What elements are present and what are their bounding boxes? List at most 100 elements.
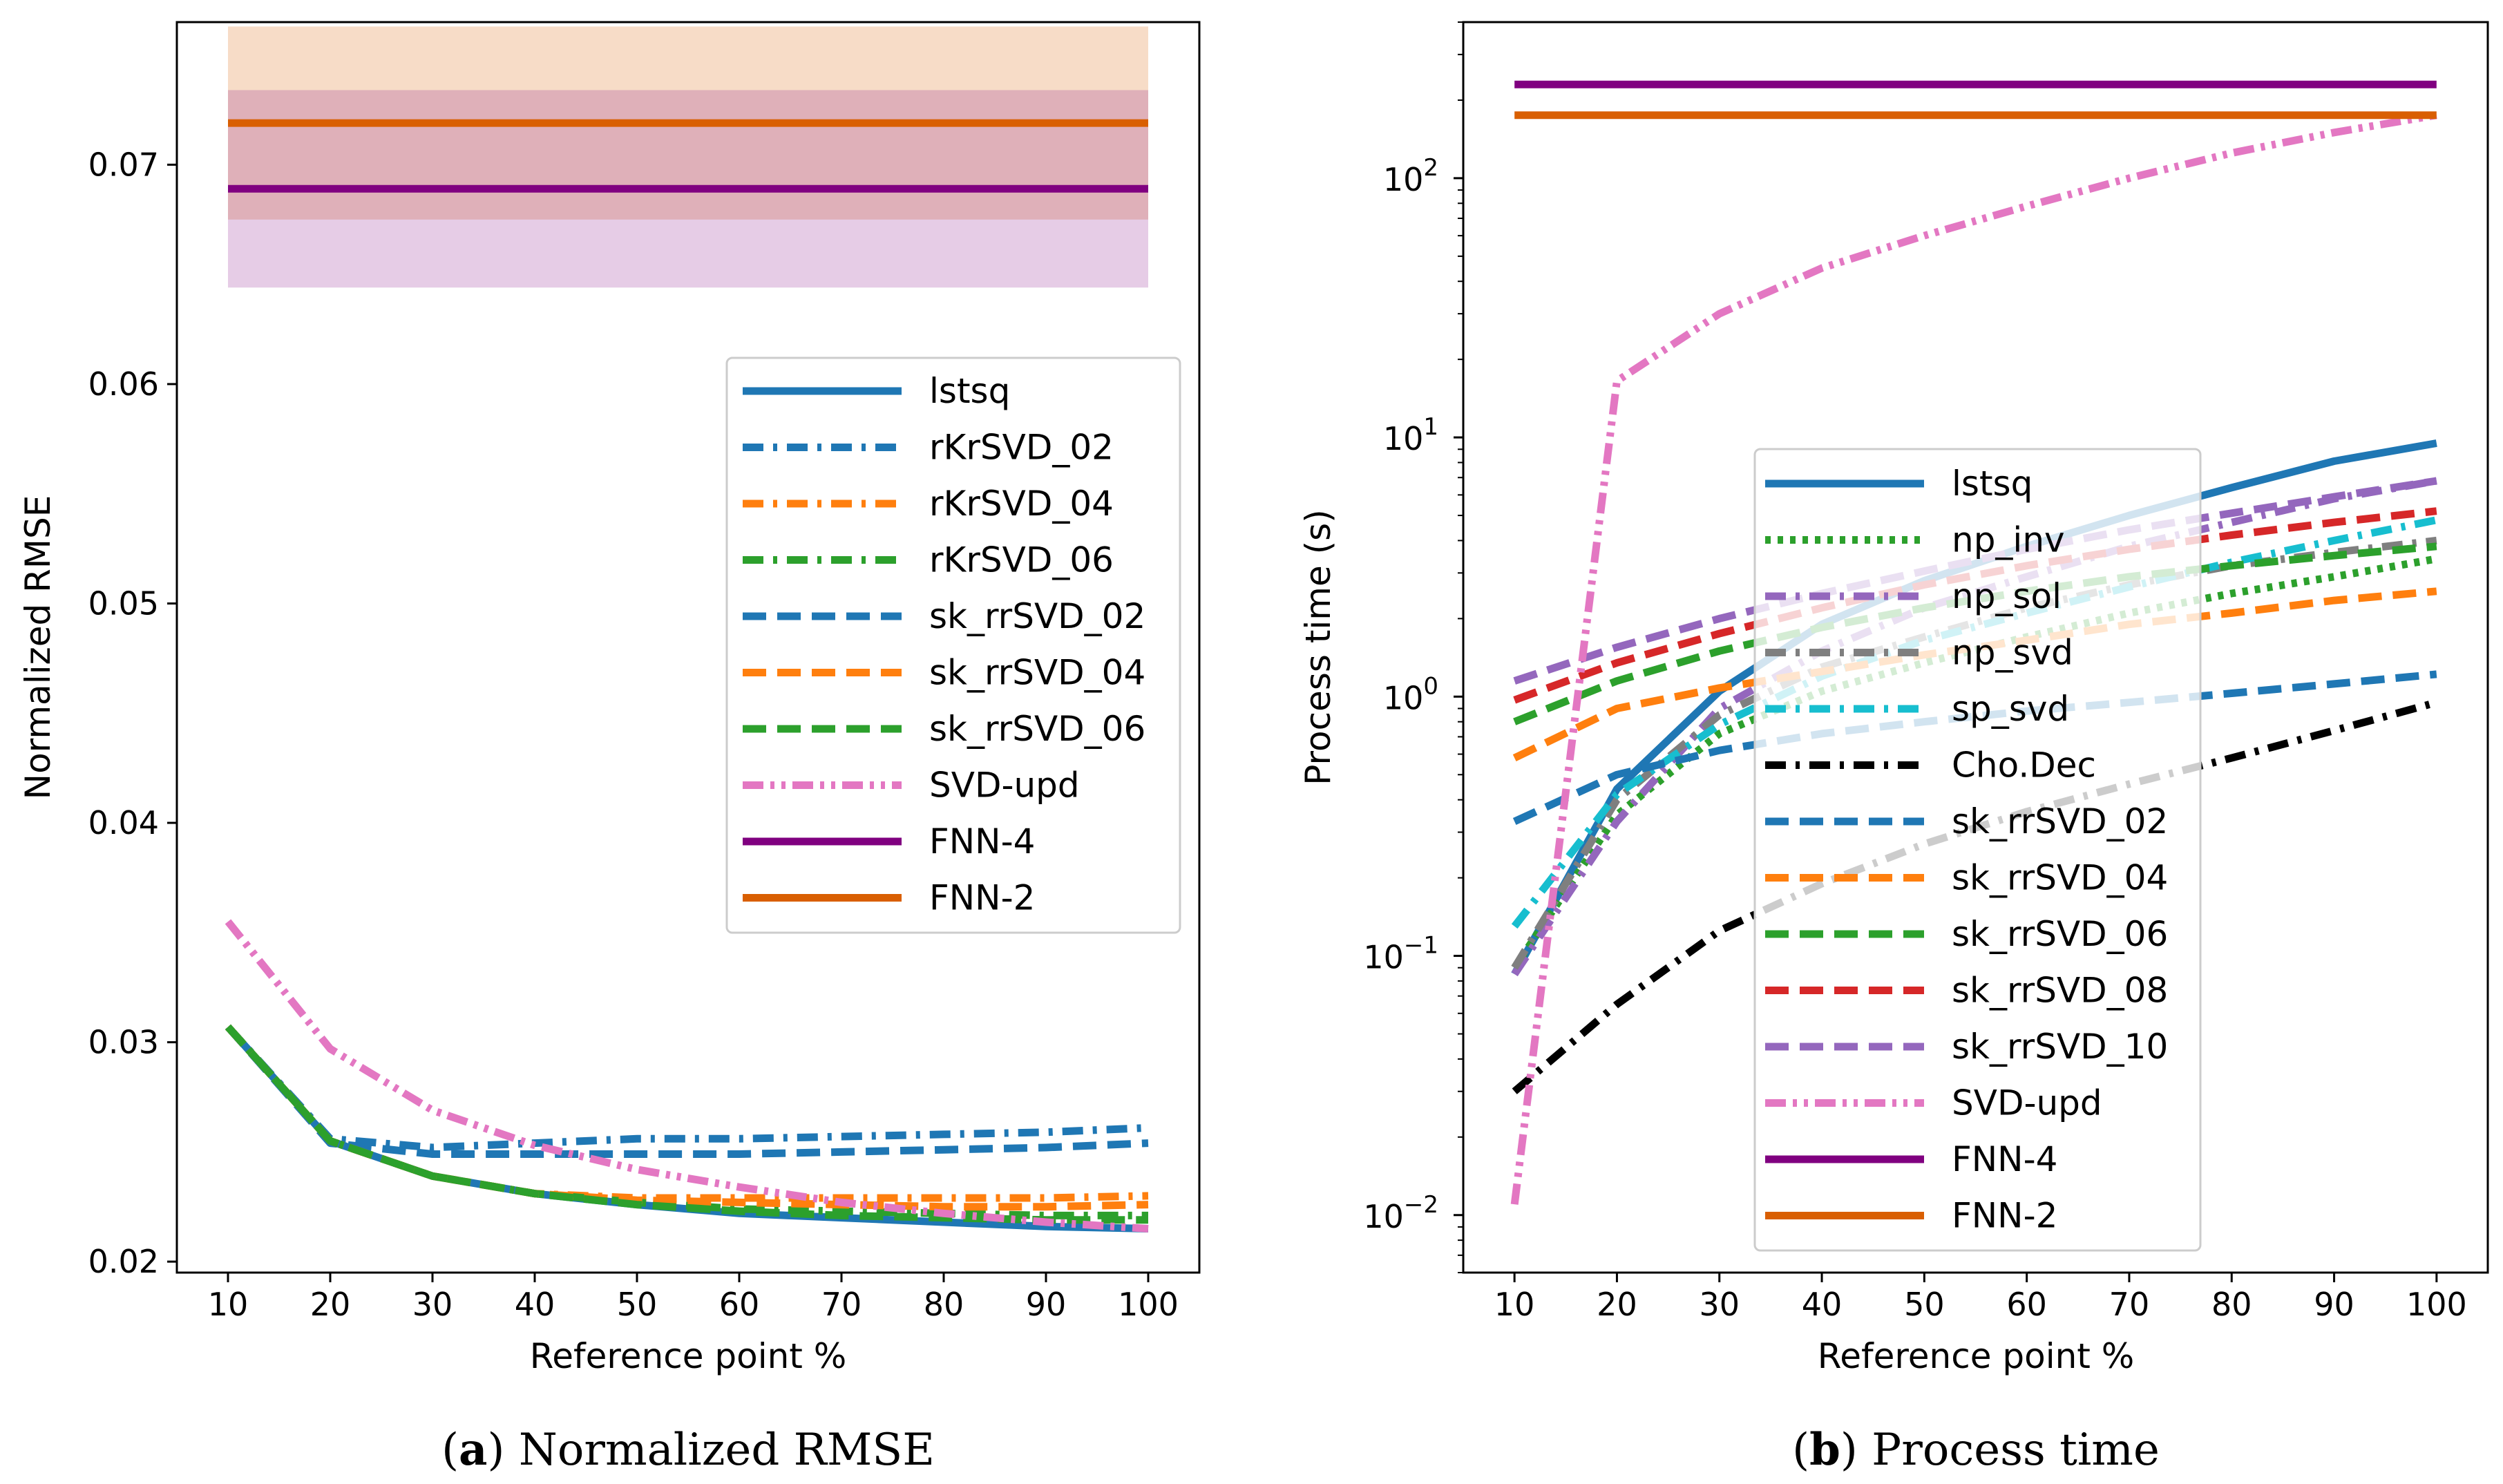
x-tick-label: 90 [1026,1286,1067,1323]
legend-label: SVD-upd [929,765,1080,806]
legend-item-sk-rrsvd-04: sk_rrSVD_04 [1765,858,2168,898]
panel-a-normalized-rmse: 10 20 30 40 50 60 70 80 90 100 0.020.030.040.050.… [18,21,1201,1476]
series-line-sk-rrsvd-02 [225,1024,1149,1158]
legend-item-rkrsvd-04: rKrSVD_04 [743,484,1114,524]
legend-label: rKrSVD_04 [929,484,1114,524]
legend-label: np_inv [1952,520,2065,560]
x-tick-label: 50 [1904,1286,1945,1323]
x-axis-label-b: Reference point % [1818,1336,2135,1376]
x-axis-ticks-a: 10 20 30 40 50 60 70 80 90 100 [208,1273,1179,1323]
x-tick-label: 70 [2109,1286,2150,1323]
series-line-rkrsvd-04 [225,1024,1149,1202]
y-tick-label: 0.04 [88,804,159,841]
legend-label: sk_rrSVD_10 [1952,1027,2168,1067]
panel-b-process-time: 10 20 30 40 50 60 70 80 90 100 10−210−1100101102 … [1298,21,2489,1476]
legend-item-sk-rrsvd-08: sk_rrSVD_08 [1765,971,2168,1011]
legend-item-lstsq: lstsq [743,371,1010,411]
series-line-np-svd [1511,536,2437,970]
legend-label: Cho.Dec [1952,745,2096,786]
legend-item-sp-svd: sp_svd [1765,689,2069,729]
series-line-svd-upd [1510,111,2437,1205]
x-axis-ticks-b: 10 20 30 40 50 60 70 80 90 100 [1494,1273,2467,1323]
x-tick-label: 80 [924,1286,964,1323]
legend-label: sk_rrSVD_06 [1952,914,2168,954]
legend-item-fnn-2: FNN-2 [743,878,1035,918]
legend-a: lstsq rKrSVD_02 rKrSVD_04 rKrSVD_06 sk_rrSVD… [725,356,1181,934]
confidence-bands [228,26,1148,288]
legend-label: sk_rrSVD_04 [929,653,1145,693]
caption-text-a: Normalized RMSE [519,1425,935,1476]
legend-label: FNN-2 [929,878,1035,918]
y-tick-label: 0.07 [88,146,159,183]
x-tick-label: 40 [1802,1286,1843,1323]
legend-label: lstsq [1952,464,2033,504]
x-tick-label: 10 [208,1286,249,1323]
x-tick-label: 30 [412,1286,453,1323]
series-line-sk-rrsvd-04 [225,1024,1149,1211]
caption-a: (a) Normalized RMSE [441,1424,935,1476]
x-tick-label: 20 [1597,1286,1637,1323]
legend-label: sk_rrSVD_08 [1952,971,2168,1011]
caption-tag-b: b [1809,1424,1840,1476]
legend-item-sk-rrsvd-10: sk_rrSVD_10 [1765,1027,2168,1067]
legend-item-fnn-2: FNN-2 [1765,1196,2057,1236]
x-tick-label: 100 [2406,1286,2467,1323]
x-tick-label: 30 [1699,1286,1740,1323]
legend-label: sk_rrSVD_02 [929,596,1145,636]
x-tick-label: 80 [2211,1286,2252,1323]
legend-item-lstsq: lstsq [1765,464,2033,504]
legend-label: FNN-2 [1952,1196,2057,1236]
legend-entries-b: lstsq np_inv np_sol np_svd sp_svd Cho.Dec sk_r… [1765,464,2168,1236]
y-tick-label: 0.02 [88,1243,159,1280]
plot-area-a [175,21,1201,1274]
y-axis-ticks-a: 0.02 0.03 0.04 0.05 0.06 0.07 [88,146,177,1280]
legend-item-sk-rrsvd-02: sk_rrSVD_02 [743,596,1145,636]
legend-item-rkrsvd-06: rKrSVD_06 [743,540,1114,580]
legend-entries-a: lstsq rKrSVD_02 rKrSVD_04 rKrSVD_06 sk_rrSVD… [743,371,1145,918]
series-line-sk-rrsvd-06 [225,1024,1148,1224]
legend-label: FNN-4 [929,821,1035,862]
legend-item-np-inv: np_inv [1765,520,2065,560]
legend-item-np-sol: np_sol [1765,576,2062,616]
legend-label: lstsq [929,371,1010,411]
legend-label: np_svd [1952,633,2073,673]
x-tick-label: 70 [821,1286,862,1323]
legend-item-sk-rrsvd-06: sk_rrSVD_06 [743,709,1145,749]
series-line-svd-upd [225,919,1149,1233]
y-tick-label: 102 [1383,154,1438,198]
series-line-sk-rrsvd-10 [1513,477,2437,685]
x-tick-label: 50 [617,1286,658,1323]
legend-item-fnn-4: FNN-4 [743,821,1035,862]
legend-label: sk_rrSVD_06 [929,709,1145,749]
series-line-sp-svd [1511,516,2437,929]
series-line-np-sol [1511,477,2437,977]
legend-item-svd-upd: SVD-upd [1765,1083,2102,1123]
y-tick-label: 100 [1383,672,1438,716]
legend-label: sk_rrSVD_04 [1952,858,2168,898]
y-tick-label: 101 [1383,413,1438,457]
legend-item-fnn-4: FNN-4 [1765,1139,2057,1179]
caption-text-b: Process time [1872,1425,2160,1476]
caption-b: (b) Process time [1792,1424,2160,1476]
y-tick-label: 0.03 [88,1024,159,1061]
series-lines [225,119,1149,1233]
legend-label: rKrSVD_06 [929,540,1114,580]
legend-label: np_sol [1952,576,2062,616]
x-tick-label: 10 [1494,1286,1535,1323]
x-tick-label: 40 [515,1286,555,1323]
caption-tag-a: a [459,1424,487,1476]
y-axis-label-a: Normalized RMSE [18,495,58,800]
x-tick-label: 20 [310,1286,351,1323]
legend-item-np-svd: np_svd [1765,633,2073,673]
legend-b: lstsq np_inv np_sol np_svd sp_svd Cho.Dec sk_r… [1753,448,2202,1252]
x-axis-label-a: Reference point % [530,1336,847,1376]
legend-label: FNN-4 [1952,1139,2057,1179]
legend-label: sk_rrSVD_02 [1952,801,2168,841]
legend-label: sp_svd [1952,689,2069,729]
legend-item-sk-rrsvd-06: sk_rrSVD_06 [1765,914,2168,954]
legend-label: rKrSVD_02 [929,428,1114,468]
x-tick-label: 60 [719,1286,760,1323]
y-tick-label: 10−1 [1363,932,1438,976]
series-line-rkrsvd-06 [225,1024,1148,1219]
